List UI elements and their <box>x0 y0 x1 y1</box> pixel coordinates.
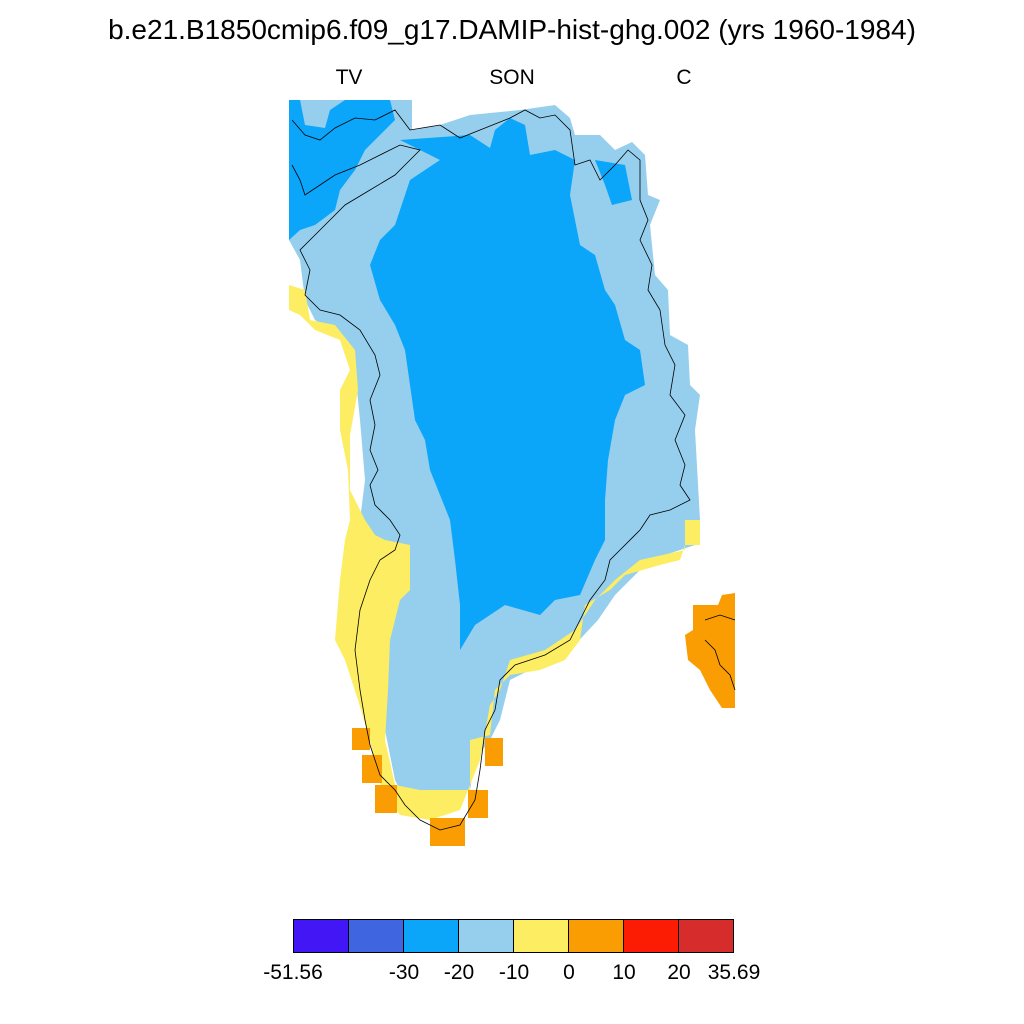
variable-label: TV <box>335 66 363 89</box>
colorbar-bin-7 <box>624 920 679 952</box>
colorbar-tick-label: 0 <box>563 961 575 984</box>
units-label: C <box>676 66 692 89</box>
iceland-region <box>685 593 735 708</box>
region-band-minus10-0 <box>289 285 700 820</box>
colorbar-bin-6 <box>569 920 624 952</box>
colorbar <box>293 919 734 953</box>
colorbar-bin-3 <box>404 920 459 952</box>
region-band-minus30-minus20 <box>289 100 645 650</box>
iceland-outline <box>704 614 736 691</box>
colorbar-bin-5 <box>514 920 569 952</box>
colorbar-tick-label: 35.69 <box>707 961 761 984</box>
season-label: SON <box>489 66 535 89</box>
colorbar-bin-2 <box>349 920 404 952</box>
colorbar-tick-label: -20 <box>443 961 475 984</box>
colorbar-tick-label: -10 <box>498 961 530 984</box>
colorbar-tick-label: 10 <box>612 961 636 984</box>
colorbar-tick-label: 20 <box>667 961 691 984</box>
plot-title: b.e21.B1850cmip6.f09_g17.DAMIP-hist-ghg.… <box>108 14 916 45</box>
colorbar-bin-8 <box>679 920 733 952</box>
coastline-outline <box>291 109 691 831</box>
region-band-0-10 <box>352 593 735 846</box>
colorbar-tick-label: -51.56 <box>263 961 323 984</box>
colorbar-bin-1 <box>294 920 349 952</box>
colorbar-bin-4 <box>459 920 514 952</box>
colorbar-tick-label: -30 <box>388 961 420 984</box>
